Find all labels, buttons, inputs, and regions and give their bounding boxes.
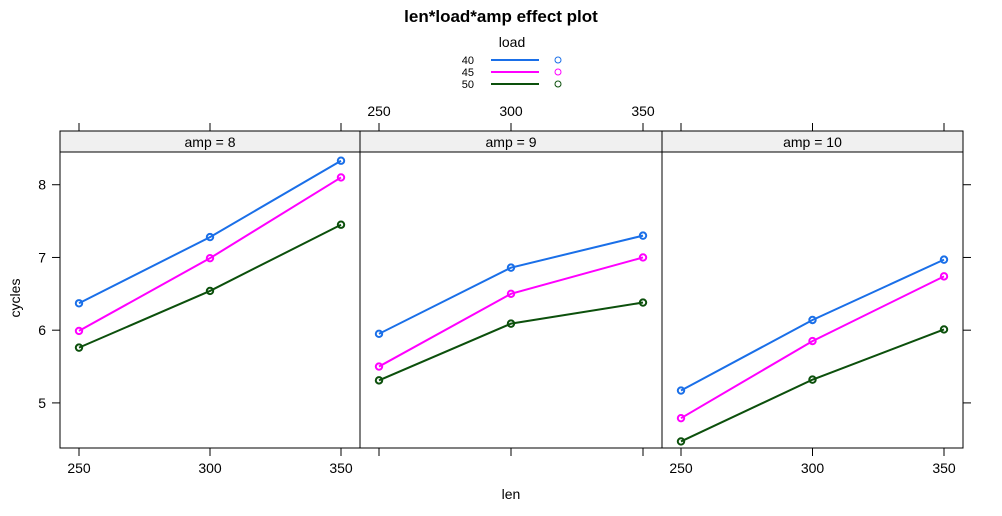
strip-background xyxy=(360,131,662,152)
series-line xyxy=(680,328,945,443)
y-axis-label: cycles xyxy=(7,279,23,318)
x-tick-label-top: 300 xyxy=(499,103,523,119)
axes: 5 6 7 8 250 300 350 250 300 350 250 300 350 xyxy=(38,103,971,476)
y-tick-label: 7 xyxy=(38,249,46,265)
panel: amp = 9 xyxy=(359,130,663,449)
panel: amp = 10 xyxy=(661,130,964,449)
x-tick-label-top: 250 xyxy=(367,103,391,119)
strip-label: amp = 10 xyxy=(783,134,842,150)
strip-background xyxy=(662,131,963,152)
panel: amp = 8 xyxy=(59,130,361,449)
series-line xyxy=(378,234,644,335)
strip-label: amp = 8 xyxy=(185,134,236,150)
data-point xyxy=(205,286,215,296)
x-tick-label: 250 xyxy=(669,460,693,476)
data-point xyxy=(374,362,384,371)
data-point xyxy=(506,289,516,299)
data-point xyxy=(808,315,817,325)
x-tick-label-top: 350 xyxy=(631,103,655,119)
chart-title: len*load*amp effect plot xyxy=(404,7,598,26)
data-point xyxy=(205,253,215,263)
data-point xyxy=(506,319,516,328)
series-line xyxy=(378,301,644,382)
data-point xyxy=(638,298,648,307)
legend-label: 50 xyxy=(462,79,474,91)
data-point xyxy=(506,263,516,272)
data-point xyxy=(808,375,817,384)
x-tick-label: 350 xyxy=(932,460,956,476)
series-line xyxy=(378,256,644,368)
x-axis-label: len xyxy=(502,486,521,502)
series-line xyxy=(78,176,342,332)
data-point xyxy=(74,343,84,352)
strip-label: amp = 9 xyxy=(486,134,537,150)
x-tick-label: 300 xyxy=(801,460,825,476)
data-point xyxy=(336,156,346,165)
series-line xyxy=(680,275,945,420)
legend-marker xyxy=(554,80,562,88)
y-tick-label: 8 xyxy=(38,177,46,193)
data-point xyxy=(374,329,384,339)
y-tick-label: 6 xyxy=(38,322,46,338)
data-point xyxy=(939,255,949,264)
panel-border xyxy=(359,130,663,449)
data-point xyxy=(638,253,648,262)
x-tick-label: 350 xyxy=(329,460,353,476)
data-point xyxy=(336,173,346,182)
data-point xyxy=(939,272,949,281)
x-tick-label: 250 xyxy=(67,460,91,476)
legend-marker xyxy=(554,68,562,76)
strip-background xyxy=(60,131,360,152)
panels: amp = 8 amp = 9 amp = 10 xyxy=(59,130,964,449)
data-point xyxy=(205,232,215,242)
data-point xyxy=(676,413,686,423)
data-point xyxy=(676,386,686,395)
legend-label: 45 xyxy=(462,67,474,79)
data-point xyxy=(74,299,84,308)
data-point xyxy=(74,326,84,336)
series-line xyxy=(78,223,342,349)
series-line xyxy=(78,159,342,305)
series-line xyxy=(680,258,945,392)
y-tick-label: 5 xyxy=(38,395,46,411)
data-point xyxy=(676,437,686,446)
data-point xyxy=(638,231,648,240)
legend-title: load xyxy=(499,34,525,50)
legend-marker xyxy=(554,56,562,64)
data-point xyxy=(939,325,949,334)
data-point xyxy=(336,220,346,229)
legend-label: 40 xyxy=(462,55,474,67)
x-tick-label: 300 xyxy=(198,460,222,476)
data-point xyxy=(808,336,817,346)
data-point xyxy=(374,376,384,385)
